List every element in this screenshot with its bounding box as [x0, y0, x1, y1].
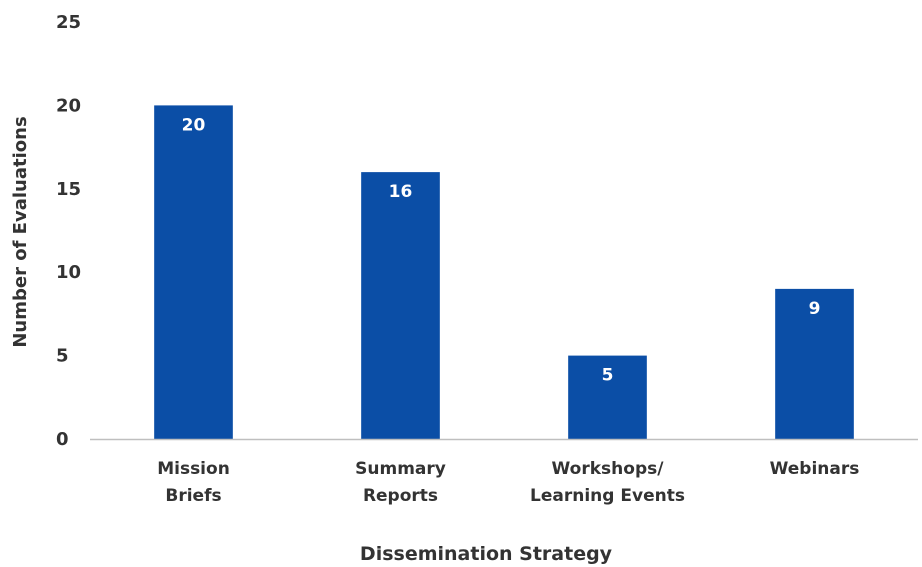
bar	[568, 355, 647, 439]
y-tick-label: 0	[56, 429, 69, 450]
data-label: 16	[389, 182, 413, 202]
x-axis-labels: Mission Briefs Summary Reports Workshops/Lea…	[157, 459, 859, 506]
bar	[154, 105, 233, 440]
bar	[361, 172, 440, 439]
y-axis-ticks: 0 5 10 15 20 25	[56, 12, 81, 450]
x-category-label: Workshops/	[552, 459, 665, 479]
x-category-label: Briefs	[165, 486, 221, 506]
data-label: 9	[809, 299, 821, 319]
data-label: 20	[182, 115, 206, 135]
bars: 20 16 5 9	[154, 105, 854, 440]
y-axis-title: Number of Evaluations	[10, 116, 31, 347]
x-category-label: Learning Events	[530, 486, 685, 506]
bar	[775, 288, 854, 439]
data-label: 5	[602, 366, 614, 386]
y-tick-label: 20	[56, 95, 81, 116]
x-axis-title: Dissemination Strategy	[360, 543, 613, 565]
x-category-label: Reports	[363, 486, 438, 506]
y-tick-label: 10	[56, 262, 81, 283]
x-category-label: Webinars	[770, 459, 860, 479]
y-tick-label: 25	[56, 12, 81, 33]
y-tick-label: 5	[56, 346, 69, 367]
x-category-label: Mission	[157, 459, 230, 479]
x-category-label: Summary	[355, 459, 446, 479]
y-tick-label: 15	[56, 179, 81, 200]
